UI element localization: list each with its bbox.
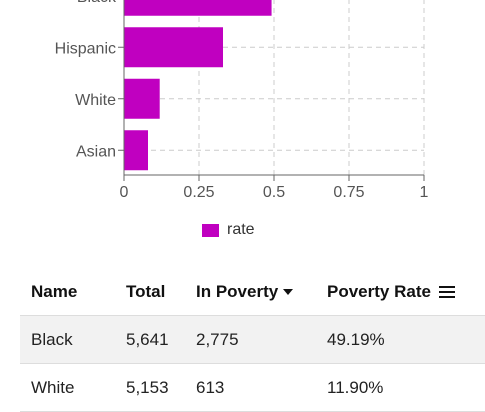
column-header-total[interactable]: Total xyxy=(126,281,166,301)
table-row[interactable]: White 5,153 613 11.90% xyxy=(20,364,485,412)
cell-in-poverty: 2,775 xyxy=(196,329,239,349)
bar-white[interactable] xyxy=(124,78,160,119)
cell-name: White xyxy=(31,377,75,397)
bar-asian[interactable] xyxy=(124,130,148,171)
cell-in-poverty: 613 xyxy=(196,377,225,397)
x-tick-label: 0.75 xyxy=(333,184,364,201)
table-row[interactable]: Black 5,641 2,775 49.19% xyxy=(20,316,485,364)
column-header-poverty-rate[interactable]: Poverty Rate xyxy=(327,282,477,302)
column-header-name[interactable]: Name xyxy=(31,281,78,301)
bar-chart: Black Hispanic White Asian 0 0.25 0.5 0.75 1 xyxy=(55,0,429,201)
cell-poverty-rate: 11.90% xyxy=(327,377,384,397)
menu-icon[interactable] xyxy=(438,283,455,301)
bar-hispanic[interactable] xyxy=(124,27,223,68)
column-header-in-poverty[interactable]: In Poverty xyxy=(196,282,327,302)
table-header: Name Total In Poverty Poverty Rate xyxy=(20,268,485,316)
cell-name: Black xyxy=(31,329,73,349)
x-tick-label: 1 xyxy=(420,184,429,201)
y-tick-label: Black xyxy=(77,0,117,6)
cell-total: 5,641 xyxy=(126,329,169,349)
x-tick-label: 0.5 xyxy=(263,184,285,201)
sort-descending-icon[interactable] xyxy=(283,288,294,295)
poverty-table: Name Total In Poverty Poverty Rate Black… xyxy=(20,268,485,412)
cell-total: 5,153 xyxy=(126,377,169,397)
legend-swatch xyxy=(202,223,219,237)
legend-label: rate xyxy=(227,221,255,238)
y-tick-label: White xyxy=(75,92,116,109)
chart-legend: rate xyxy=(202,221,255,239)
cell-poverty-rate: 49.19% xyxy=(327,329,385,349)
y-tick-label: Asian xyxy=(76,143,116,160)
y-tick-label: Hispanic xyxy=(55,40,116,57)
x-tick-label: 0.25 xyxy=(183,184,214,201)
x-tick-label: 0 xyxy=(120,184,129,201)
bar-black[interactable] xyxy=(124,0,272,16)
